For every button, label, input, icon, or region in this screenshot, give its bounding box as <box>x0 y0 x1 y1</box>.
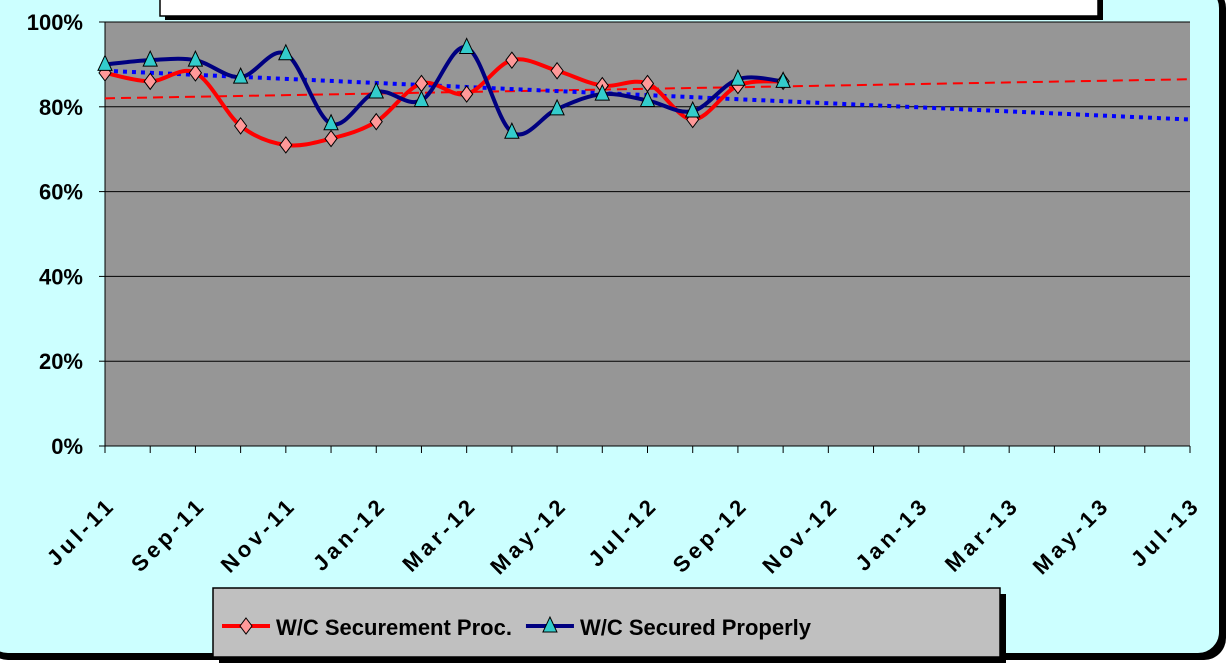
marker <box>684 100 701 118</box>
marker <box>550 61 564 80</box>
legend-label: W/C Securement Proc. <box>276 615 512 640</box>
title-box <box>159 0 1099 17</box>
y-tick-label: 80% <box>39 95 83 120</box>
legend <box>212 587 1001 658</box>
series-line <box>104 57 784 148</box>
marker <box>278 43 294 61</box>
marker <box>187 49 204 67</box>
marker <box>143 72 157 91</box>
marker <box>232 66 249 84</box>
marker <box>188 64 203 82</box>
marker <box>504 122 520 139</box>
y-tick-label: 20% <box>39 349 83 374</box>
marker <box>369 112 383 131</box>
legend-label: W/C Secured Properly <box>580 615 812 640</box>
trendline <box>104 78 1191 100</box>
marker <box>594 83 611 101</box>
marker <box>323 113 339 131</box>
marker <box>730 69 746 86</box>
marker <box>775 71 791 88</box>
marker <box>639 90 656 107</box>
marker <box>279 136 293 154</box>
y-tick-label: 60% <box>39 180 83 205</box>
marker <box>97 54 113 71</box>
series-line <box>104 45 784 137</box>
marker <box>549 98 565 116</box>
marker <box>234 117 248 135</box>
y-tick-label: 100% <box>27 10 83 35</box>
marker <box>368 81 385 99</box>
marker <box>239 617 253 635</box>
marker <box>460 85 474 103</box>
marker <box>413 90 430 107</box>
marker <box>542 615 558 633</box>
marker <box>458 37 475 54</box>
marker <box>142 49 158 67</box>
y-tick-label: 0% <box>51 434 83 459</box>
marker <box>505 51 519 69</box>
marker <box>324 129 338 148</box>
y-tick-label: 40% <box>39 264 83 289</box>
